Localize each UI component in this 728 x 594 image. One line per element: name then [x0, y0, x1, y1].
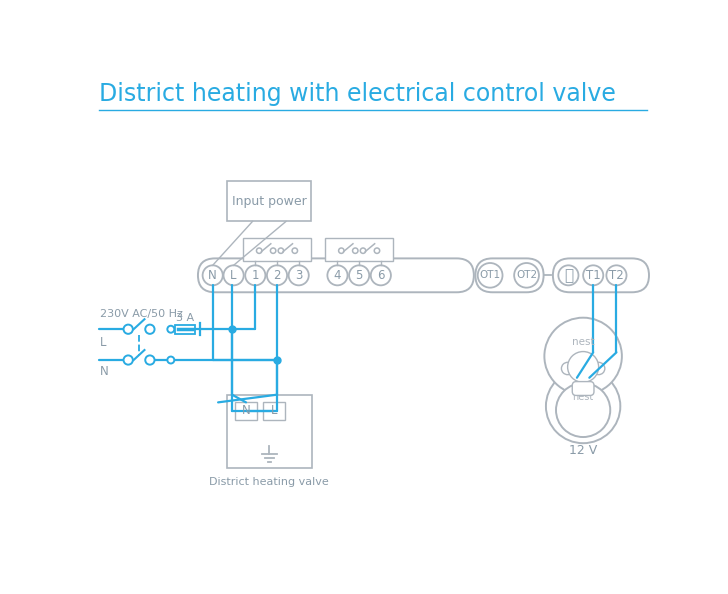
Text: 230V AC/50 Hz: 230V AC/50 Hz [100, 309, 183, 319]
Circle shape [478, 263, 502, 287]
FancyBboxPatch shape [235, 402, 257, 420]
Circle shape [167, 356, 174, 364]
Text: Input power: Input power [232, 195, 306, 208]
FancyBboxPatch shape [227, 181, 311, 222]
Circle shape [288, 266, 309, 285]
Text: nest: nest [571, 337, 595, 347]
Circle shape [146, 355, 154, 365]
Circle shape [583, 266, 604, 285]
Text: OT1: OT1 [480, 270, 501, 280]
Text: 6: 6 [377, 269, 384, 282]
Circle shape [545, 318, 622, 394]
Text: L: L [100, 336, 107, 349]
Text: N: N [208, 269, 217, 282]
Circle shape [124, 355, 132, 365]
FancyBboxPatch shape [325, 238, 393, 261]
Circle shape [374, 248, 380, 254]
Circle shape [593, 362, 605, 375]
Circle shape [202, 266, 223, 285]
FancyBboxPatch shape [553, 258, 649, 292]
Circle shape [352, 248, 358, 254]
Circle shape [360, 248, 365, 254]
Text: T2: T2 [609, 269, 624, 282]
FancyBboxPatch shape [475, 258, 544, 292]
Text: T1: T1 [586, 269, 601, 282]
Circle shape [245, 266, 266, 285]
Circle shape [568, 352, 598, 383]
FancyBboxPatch shape [572, 381, 594, 396]
Circle shape [371, 266, 391, 285]
Text: L: L [271, 405, 277, 418]
Text: 4: 4 [333, 269, 341, 282]
Circle shape [278, 248, 284, 254]
Circle shape [146, 324, 154, 334]
Text: N: N [242, 405, 250, 418]
Text: OT2: OT2 [516, 270, 537, 280]
Circle shape [558, 266, 579, 285]
Text: District heating with electrical control valve: District heating with electrical control… [99, 83, 616, 106]
Text: 2: 2 [273, 269, 281, 282]
Text: 12 V: 12 V [569, 444, 597, 457]
FancyBboxPatch shape [226, 394, 312, 468]
Circle shape [167, 326, 174, 333]
Text: ⏚: ⏚ [564, 268, 573, 283]
Circle shape [556, 383, 610, 437]
Circle shape [223, 266, 244, 285]
Circle shape [270, 248, 276, 254]
FancyBboxPatch shape [175, 324, 195, 334]
Circle shape [546, 369, 620, 443]
Text: nest: nest [572, 392, 594, 402]
Circle shape [349, 266, 369, 285]
Text: 3: 3 [295, 269, 302, 282]
Circle shape [606, 266, 627, 285]
FancyBboxPatch shape [243, 238, 311, 261]
Text: N: N [100, 365, 109, 378]
Text: 3 A: 3 A [175, 314, 194, 324]
Circle shape [124, 324, 132, 334]
Circle shape [328, 266, 347, 285]
Circle shape [292, 248, 298, 254]
Circle shape [514, 263, 539, 287]
Text: 1: 1 [252, 269, 259, 282]
Circle shape [267, 266, 287, 285]
Text: L: L [230, 269, 237, 282]
FancyBboxPatch shape [198, 258, 474, 292]
Circle shape [561, 362, 574, 375]
FancyBboxPatch shape [263, 402, 285, 420]
Circle shape [339, 248, 344, 254]
Circle shape [256, 248, 262, 254]
Text: District heating valve: District heating valve [210, 477, 329, 486]
Text: 5: 5 [355, 269, 363, 282]
